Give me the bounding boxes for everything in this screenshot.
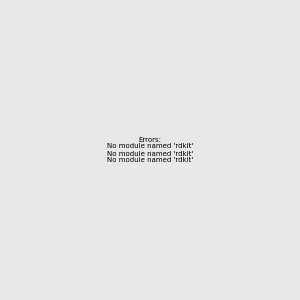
Text: Errors:
No module named 'rdkit'
No module named 'rdkit'
No module named 'rdkit': Errors: No module named 'rdkit' No modul… — [107, 136, 193, 164]
